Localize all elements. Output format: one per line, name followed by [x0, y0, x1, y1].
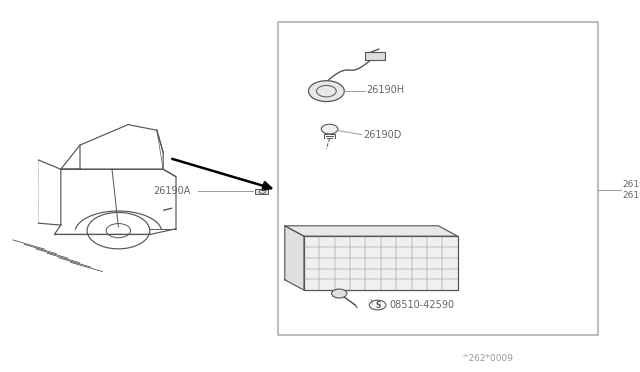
Circle shape	[332, 289, 347, 298]
Text: 26190H: 26190H	[367, 85, 405, 95]
Bar	[304, 236, 458, 290]
Circle shape	[308, 81, 344, 102]
Polygon shape	[285, 226, 458, 236]
Circle shape	[321, 124, 338, 134]
Text: 08510-42590: 08510-42590	[389, 300, 454, 310]
Text: ^262*0009: ^262*0009	[461, 354, 513, 363]
Text: S: S	[376, 301, 381, 310]
Text: 26195M〈LH〉: 26195M〈LH〉	[622, 191, 640, 200]
Text: 26190A: 26190A	[154, 186, 191, 196]
Bar	[255, 189, 268, 194]
Bar	[365, 52, 385, 60]
Bar	[278, 22, 598, 335]
Text: 26190M〈RH〉: 26190M〈RH〉	[622, 180, 640, 189]
Polygon shape	[285, 226, 304, 290]
Text: 26190D: 26190D	[364, 130, 402, 140]
